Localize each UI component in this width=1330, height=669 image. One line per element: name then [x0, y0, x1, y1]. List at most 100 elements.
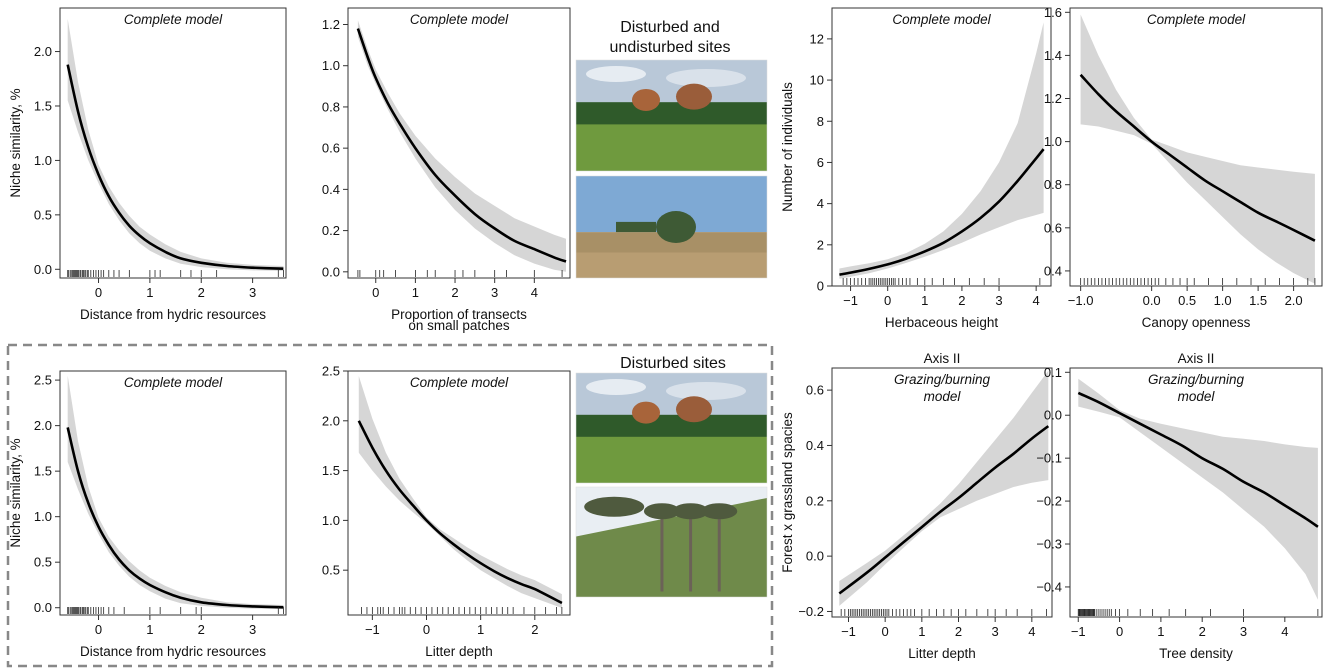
y-tick-label: 0.2 [322, 223, 340, 238]
x-tick-label: 3 [995, 293, 1002, 308]
y-tick-label: 1.5 [34, 98, 52, 113]
y-tick-label: 0.0 [1044, 408, 1062, 423]
panel-title: Complete model [410, 375, 509, 390]
x-axis-label: Litter depth [425, 644, 493, 659]
rug-marks [361, 607, 563, 614]
y-tick-label: 2.0 [322, 413, 340, 428]
plot-frame [59, 7, 287, 279]
chart-panel-p6: −1 0 1 2 0.5 1.0 1.5 2.0 2.5 Complete model Litter… [322, 364, 571, 659]
chart-panel-p4: −1.0 0.0 0.5 1.0 1.5 2.0 0.4 0.6 0.8 1.0 1.2 1.4 1.6… [1044, 5, 1323, 330]
rug-marks [840, 609, 1047, 616]
fitted-line [357, 420, 563, 605]
x-tick-label: 3 [1240, 624, 1247, 639]
y-tick-label: −0.2 [798, 604, 824, 619]
disturbed-site-photo-bottom-2 [575, 486, 768, 598]
panel-title: Grazing/burning [894, 372, 991, 387]
x-axis-label: Proportion of transects [391, 307, 527, 322]
rug-marks [1080, 278, 1316, 285]
y-tick-label: 4 [817, 196, 824, 211]
plot-frame [831, 7, 1052, 287]
x-tick-label: 3 [249, 285, 256, 300]
x-tick-label: 3 [992, 624, 999, 639]
y-tick-label: 1.0 [1044, 134, 1062, 149]
y-tick-label: 0.4 [806, 438, 824, 453]
x-tick-label: 2.0 [1285, 293, 1303, 308]
y-tick-label: 1.5 [34, 464, 52, 479]
fitted-line [66, 64, 284, 270]
top-photos-label-line: undisturbed sites [610, 39, 731, 56]
panel-title: Complete model [124, 375, 223, 390]
y-tick-label: −0.4 [1036, 579, 1062, 594]
x-tick-label: 1 [146, 285, 153, 300]
plot-frame [1069, 7, 1323, 287]
disturbed-site-photo-top [575, 59, 768, 172]
x-tick-label: 0 [372, 285, 379, 300]
y-tick-label: 2.0 [34, 44, 52, 59]
x-tick-label: 0 [882, 624, 889, 639]
x-tick-label: 1.5 [1249, 293, 1267, 308]
fitted-line [838, 425, 1050, 595]
x-tick-label: 1 [146, 622, 153, 637]
y-tick-label: 0.6 [806, 383, 824, 398]
panel-top-label: Axis II [924, 351, 961, 366]
x-tick-label: 2 [1199, 624, 1206, 639]
y-tick-label: 1.2 [1044, 91, 1062, 106]
x-tick-label: 0.0 [1143, 293, 1161, 308]
confidence-band [839, 22, 1044, 279]
x-tick-label: 1 [918, 624, 925, 639]
y-tick-label: 6 [817, 155, 824, 170]
x-tick-label: −1 [841, 624, 856, 639]
y-tick-label: −0.3 [1036, 537, 1062, 552]
y-tick-label: 12 [810, 31, 824, 46]
y-tick-label: 10 [810, 73, 824, 88]
rug-marks [67, 270, 284, 277]
plot-frame [347, 370, 571, 616]
x-tick-label: 1 [921, 293, 928, 308]
x-tick-label: 0.5 [1178, 293, 1196, 308]
y-tick-label: 0.4 [1044, 263, 1062, 278]
fitted-line [356, 28, 567, 263]
x-tick-label: 0 [423, 622, 430, 637]
plot-frame [59, 370, 287, 616]
chart-panel-p1: 0 1 2 3 0.0 0.5 1.0 1.5 2.0 Complete model Distanc… [8, 7, 287, 322]
x-tick-label: 1.0 [1214, 293, 1232, 308]
x-tick-label: 2 [958, 293, 965, 308]
y-tick-label: 0 [817, 279, 824, 294]
x-tick-label: 3 [249, 622, 256, 637]
panel-title: model [924, 389, 962, 404]
y-tick-label: 0.0 [34, 262, 52, 277]
y-tick-label: 0.1 [1044, 365, 1062, 380]
confidence-band [67, 18, 284, 271]
y-axis-label: Number of individuals [780, 82, 795, 212]
confidence-band [358, 376, 562, 608]
panel-title: Complete model [124, 12, 223, 27]
panel-top-label: Axis II [1178, 351, 1215, 366]
y-tick-label: 0.6 [1044, 220, 1062, 235]
fitted-line [66, 427, 284, 609]
confidence-band [357, 20, 566, 272]
x-tick-label: 0 [884, 293, 891, 308]
rug-marks [1077, 609, 1319, 616]
fitted-line [839, 148, 1045, 276]
x-tick-label: 2 [451, 285, 458, 300]
confidence-band [839, 370, 1049, 606]
plot-frame [831, 367, 1053, 618]
x-axis-label: Distance from hydric resources [80, 644, 266, 659]
disturbed-sites-group-box [6, 343, 774, 668]
y-tick-label: −0.1 [1036, 451, 1062, 466]
y-tick-label: −0.2 [1036, 494, 1062, 509]
x-tick-label: 4 [1028, 624, 1035, 639]
y-tick-label: 0.4 [322, 182, 340, 197]
y-tick-label: 1.0 [34, 153, 52, 168]
y-tick-label: 0.8 [322, 99, 340, 114]
x-tick-label: 2 [198, 285, 205, 300]
chart-panel-p7: −1 0 1 2 3 4 −0.2 0.0 0.2 0.4 0.6 Grazing/burning mo… [780, 351, 1053, 661]
rug-marks [842, 278, 1041, 285]
x-axis-label: Canopy openness [1142, 315, 1251, 330]
y-axis-label: Forest x grassland spacies [780, 412, 795, 573]
fitted-line [1077, 391, 1319, 528]
y-tick-label: 0.0 [806, 549, 824, 564]
y-tick-label: 0.2 [806, 493, 824, 508]
